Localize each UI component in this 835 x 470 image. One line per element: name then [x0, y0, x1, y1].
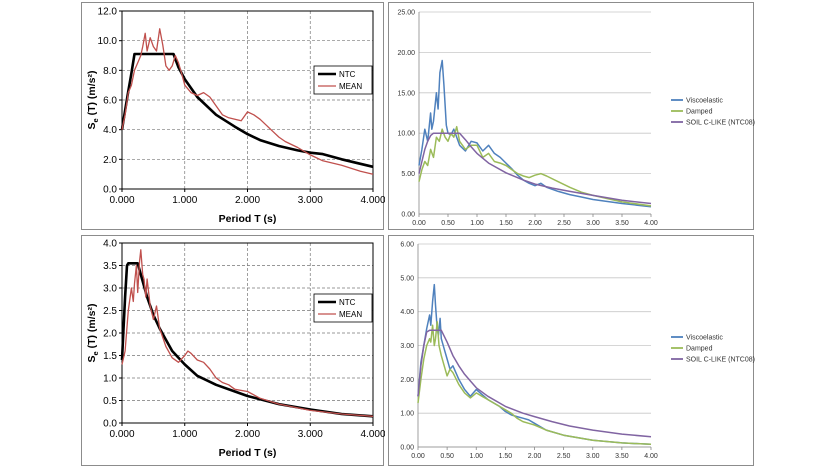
chart-panel-bottom-right: 0.00 1.00 2.00 3.00 4.00 5.00 6.00 0.00 0.50 1.00… [388, 235, 755, 466]
legend-label: Damped [686, 109, 713, 116]
legend-label: Damped [686, 346, 713, 353]
x-tick-label: 4.000 [360, 195, 385, 206]
x-tick-label: 2.00 [528, 220, 542, 227]
x-tick-label: 0.000 [109, 195, 134, 206]
x-tick-label: 0.00 [411, 453, 425, 460]
x-tick-label: 3.50 [615, 453, 629, 460]
x-tick-label: 4.000 [360, 429, 385, 440]
y-tick-label: 3.0 [103, 284, 117, 295]
x-tick-label: 2.00 [528, 453, 542, 460]
y-tick-label: 25.00 [397, 10, 415, 17]
y-tick-label: 5.00 [401, 171, 415, 178]
series-line-damped [418, 125, 652, 207]
legend-label: NTC [339, 70, 356, 79]
x-tick-label: 2.50 [557, 220, 571, 227]
legend-box [313, 293, 373, 323]
legend-label: SOIL C-LIKE (NTC08) [686, 120, 755, 127]
legend-label: Viscoelastic [686, 98, 723, 105]
x-tick-label: 3.000 [298, 429, 323, 440]
y-tick-label: 2.00 [400, 377, 414, 384]
chart-top-right: 0.00 5.00 10.00 15.00 20.00 25.00 0.00 0.50 1.00… [397, 10, 755, 228]
x-tick-label: 2.000 [235, 195, 260, 206]
y-tick-label: 4.0 [103, 125, 117, 136]
legend-label: MEAN [339, 310, 362, 319]
y-tick-label: 2.0 [103, 155, 117, 166]
x-tick-label: 1.000 [172, 195, 197, 206]
x-tick-label: 1.000 [172, 429, 197, 440]
y-tick-label: 1.0 [103, 374, 117, 385]
series-line-damped [417, 321, 652, 446]
chart-panel-bottom-left: 0.0 0.5 1.0 1.5 2.0 2.5 3.0 3.5 4.0 0.000 1.000 2.0… [81, 235, 385, 466]
x-tick-label: 3.000 [298, 195, 323, 206]
y-axis-label: Se (T) (m/s²) [86, 303, 100, 362]
legend-label: NTC [339, 298, 356, 307]
y-tick-label: 0.5 [103, 396, 117, 407]
y-tick-label: 0.0 [103, 185, 117, 196]
x-tick-label: 4.00 [644, 220, 658, 227]
x-tick-label: 3.00 [586, 220, 600, 227]
y-tick-label: 10.00 [397, 131, 415, 138]
chart-top-left: 0.0 2.0 4.0 6.0 8.0 10.0 12.0 0.000 1.000 2.000 3.… [86, 7, 385, 226]
x-tick-label: 3.00 [586, 453, 600, 460]
x-tick-label: 1.00 [469, 453, 483, 460]
y-tick-label: 10.0 [98, 36, 118, 47]
legend-label: MEAN [339, 82, 362, 91]
x-axis-label: Period T (s) [219, 213, 277, 225]
legend-label: SOIL C-LIKE (NTC08) [686, 357, 755, 364]
y-tick-label: 20.00 [397, 50, 415, 57]
y-tick-label: 8.0 [103, 66, 117, 77]
series-line-ntc [120, 52, 374, 169]
series-line-soil-c-like-ntc08- [418, 132, 652, 205]
y-axis-label: Se (T) (m/s²) [86, 70, 100, 129]
x-tick-label: 1.00 [470, 220, 484, 227]
x-tick-label: 4.00 [644, 453, 658, 460]
y-tick-label: 0.0 [103, 419, 117, 430]
x-tick-label: 0.50 [441, 220, 455, 227]
y-tick-label: 12.0 [98, 7, 118, 18]
chart-panel-top-right: 0.00 5.00 10.00 15.00 20.00 25.00 0.00 0.50 1.00… [388, 2, 755, 230]
y-tick-label: 0.00 [401, 212, 415, 219]
y-tick-label: 0.00 [400, 445, 414, 452]
y-tick-label: 2.0 [103, 329, 117, 340]
y-tick-label: 6.0 [103, 96, 117, 107]
x-tick-label: 1.50 [499, 220, 513, 227]
series-line-viscoelastic [417, 283, 652, 446]
x-axis-label: Period T (s) [219, 447, 277, 459]
x-tick-label: 1.50 [499, 453, 513, 460]
y-tick-label: 4.0 [103, 239, 117, 250]
y-tick-label: 15.00 [397, 90, 415, 97]
y-tick-label: 2.5 [103, 306, 117, 317]
legend-label: Viscoelastic [686, 335, 723, 342]
x-tick-label: 0.000 [109, 429, 134, 440]
legend-box [313, 65, 373, 95]
y-tick-label: 6.00 [400, 242, 414, 249]
x-tick-label: 0.50 [440, 453, 454, 460]
y-tick-label: 1.00 [400, 411, 414, 418]
y-tick-label: 5.00 [400, 275, 414, 282]
series-line-mean [121, 28, 374, 175]
series-line-soil-c-like-ntc08- [417, 329, 652, 438]
y-tick-label: 3.00 [400, 343, 414, 350]
chart-bottom-left: 0.0 0.5 1.0 1.5 2.0 2.5 3.0 3.5 4.0 0.000 1.000 2.0… [86, 239, 385, 460]
y-tick-label: 4.00 [400, 309, 414, 316]
series-line-mean [121, 249, 374, 417]
y-tick-label: 1.5 [103, 351, 117, 362]
y-tick-label: 3.5 [103, 261, 117, 272]
x-tick-label: 3.50 [615, 220, 629, 227]
x-tick-label: 2.50 [557, 453, 571, 460]
chart-panel-top-left: 0.0 2.0 4.0 6.0 8.0 10.0 12.0 0.000 1.000 2.000 3.… [81, 2, 385, 230]
x-tick-label: 0.00 [412, 220, 426, 227]
chart-bottom-right: 0.00 1.00 2.00 3.00 4.00 5.00 6.00 0.00 0.50 1.00… [400, 242, 755, 461]
x-tick-label: 2.000 [235, 429, 260, 440]
